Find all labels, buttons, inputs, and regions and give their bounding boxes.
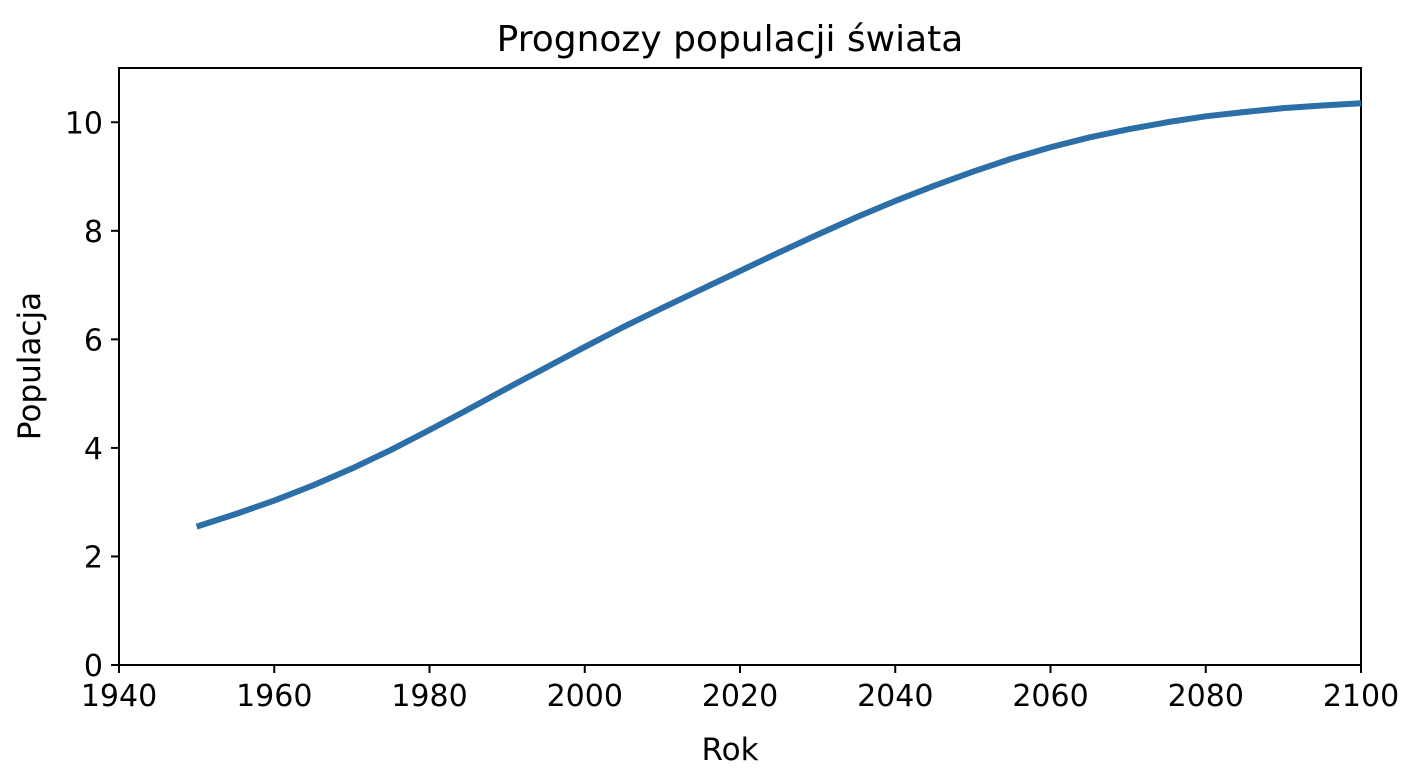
y-axis: 0 2 4 6 8 10 [65, 106, 119, 684]
x-tick-label: 2080 [1168, 679, 1244, 714]
plot-frame [118, 67, 1362, 666]
y-tick-label: 4 [84, 432, 103, 467]
y-tick-label: 8 [84, 215, 103, 250]
y-tick-label: 10 [65, 106, 103, 141]
x-tick-label: 2040 [857, 679, 933, 714]
y-axis-label: Populacja [12, 292, 48, 440]
plot-area [118, 67, 1362, 666]
x-tick-label: 2020 [702, 679, 778, 714]
y-tick-label: 6 [84, 323, 103, 358]
x-tick-label: 1980 [391, 679, 467, 714]
chart-title: Prognozy populacji świata [497, 19, 964, 60]
series-layer [195, 100, 1362, 530]
y-tick-label: 2 [84, 540, 103, 575]
x-tick-label: 2100 [1323, 679, 1399, 714]
x-tick-label: 1940 [81, 679, 157, 714]
y-tick-label: 0 [84, 649, 103, 684]
x-tick-label: 1960 [236, 679, 312, 714]
x-tick-label: 2060 [1012, 679, 1088, 714]
x-tick-label: 2000 [547, 679, 623, 714]
series-line [195, 100, 1362, 530]
x-axis: 1940 1960 1980 2000 2020 2040 2060 2080 2100 [81, 665, 1399, 714]
x-axis-label: Rok [701, 732, 758, 768]
